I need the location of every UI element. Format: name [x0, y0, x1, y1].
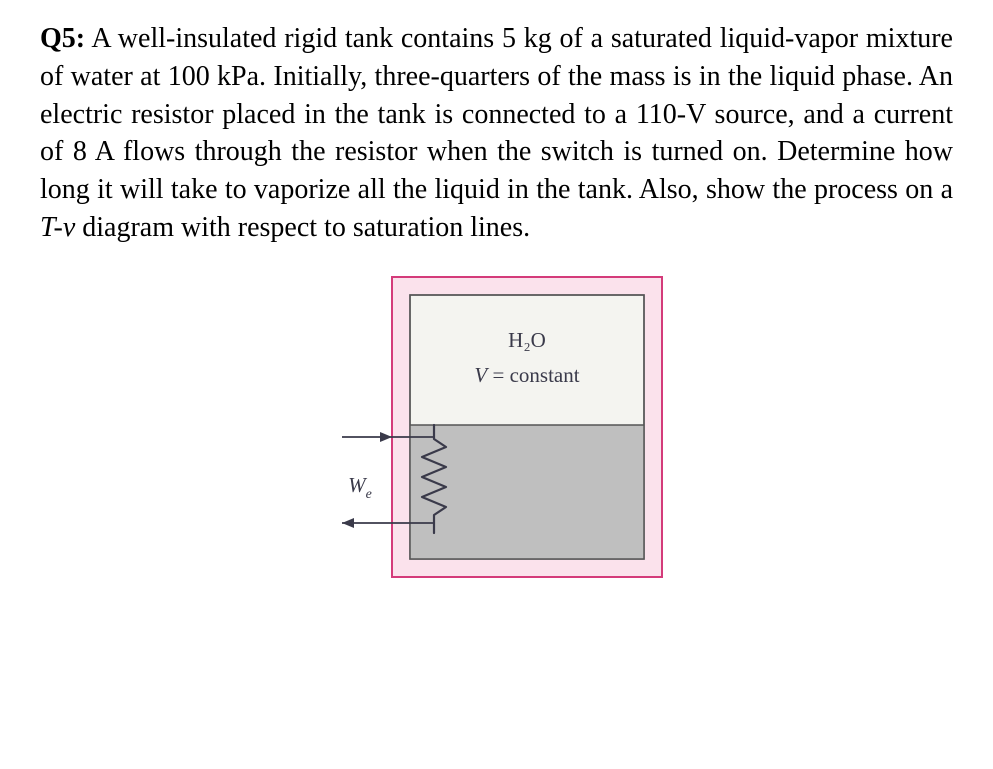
we-sub: e — [365, 487, 371, 502]
arrow-top-icon — [380, 432, 392, 442]
question-label: Q5: — [40, 23, 85, 54]
problem-body-1: A well-insulated rigid tank contains 5 k… — [40, 23, 953, 205]
vconst-label: V = constant — [474, 363, 579, 387]
problem-body-2: diagram with respect to saturation lines… — [75, 212, 530, 243]
tank-diagram: H₂O V = constant We — [322, 267, 672, 597]
vconst-rest: = constant — [487, 363, 579, 387]
problem-statement: Q5: A well-insulated rigid tank contains… — [40, 20, 953, 247]
figure-container: H₂O V = constant We — [40, 267, 953, 597]
tv-term: T-v — [40, 212, 75, 243]
arrow-bot-icon — [342, 518, 354, 528]
h2o-label: H₂O — [508, 328, 546, 352]
h2o-text: H₂O — [508, 328, 546, 352]
we-label: We — [348, 473, 372, 502]
